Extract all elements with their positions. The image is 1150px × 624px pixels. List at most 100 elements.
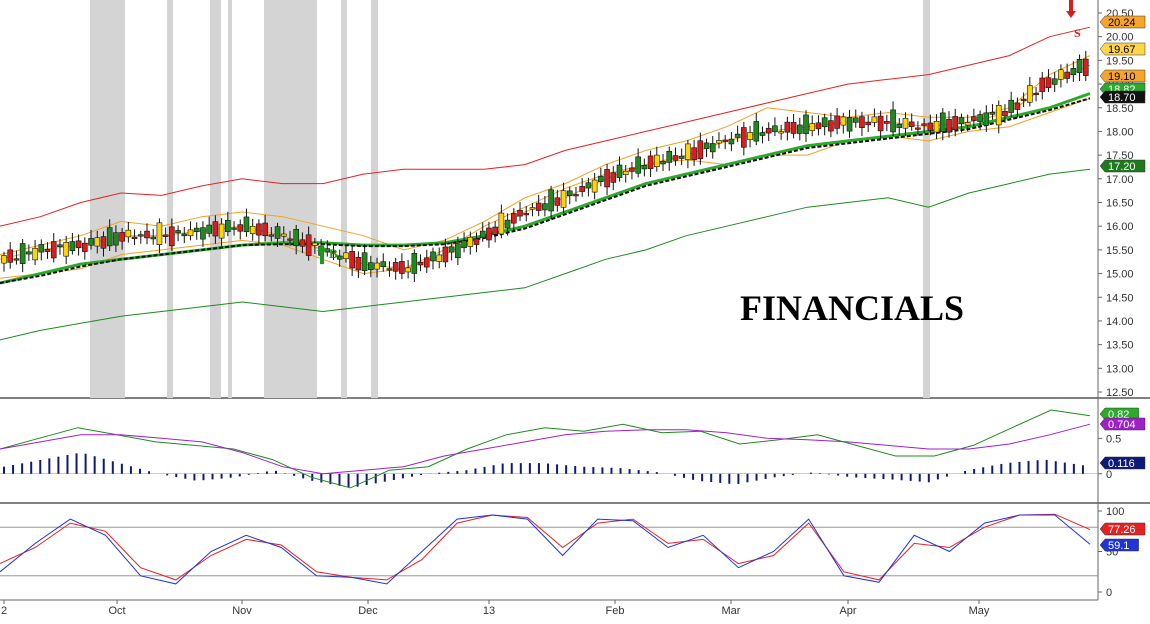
candle-body	[517, 210, 523, 217]
candle-body	[237, 224, 244, 232]
candle-body	[678, 155, 685, 159]
x-tick-label: 13	[483, 605, 495, 617]
y-tick-label: 17.50	[1106, 150, 1134, 162]
candle-body	[828, 120, 834, 132]
y-tick-label: 14.00	[1106, 316, 1134, 328]
candle-body	[193, 227, 200, 232]
candle-body	[660, 160, 666, 165]
candle-body	[622, 170, 629, 175]
price-tag	[1099, 42, 1146, 56]
y-tick-label: 14.50	[1106, 292, 1134, 304]
price-tag-label: 17.20	[1108, 161, 1136, 173]
candle-body	[666, 150, 673, 163]
price-tag	[1099, 69, 1146, 83]
candle-body	[915, 127, 921, 130]
candle-body	[448, 246, 455, 253]
shaded-period	[167, 0, 173, 398]
candle-body	[187, 229, 194, 237]
candle-body	[380, 261, 387, 268]
candle-body	[784, 121, 791, 133]
candle-body	[455, 243, 461, 259]
candle-body	[703, 142, 710, 149]
macd-tag-label: 0.116	[1108, 458, 1135, 470]
candle-body	[137, 234, 144, 237]
stochastic-tag	[1099, 538, 1139, 552]
candle-body	[206, 224, 212, 234]
shaded-period	[371, 0, 378, 398]
price-tag	[1099, 15, 1146, 29]
candle-body	[1051, 78, 1058, 85]
candle-body	[747, 132, 753, 141]
candle-body	[566, 190, 573, 197]
candle-body	[971, 116, 977, 121]
sell-arrow-icon	[1066, 0, 1076, 18]
candle-body	[772, 125, 778, 133]
candle-body	[94, 237, 101, 247]
price-tag-label: 20.24	[1108, 17, 1136, 29]
candle-body	[32, 247, 38, 261]
candle-body	[169, 226, 175, 247]
candle-body	[131, 236, 138, 239]
candle-body	[26, 251, 32, 255]
candle-body	[50, 241, 57, 259]
candle-body	[852, 117, 859, 123]
long-average-line	[0, 168, 1091, 341]
candle-body	[1076, 58, 1083, 73]
candle-body	[13, 258, 20, 261]
candle-body	[274, 226, 281, 239]
candle-body	[927, 122, 934, 131]
candle-body	[672, 155, 679, 161]
x-tick-label: May	[969, 605, 990, 617]
candle-body	[734, 133, 741, 138]
candle-body	[1033, 92, 1039, 96]
candle-body	[964, 122, 971, 126]
candle-body	[106, 227, 113, 247]
candle-body	[753, 121, 760, 142]
candle-body	[150, 236, 157, 240]
y-tick-label: 20.00	[1106, 32, 1134, 44]
candle-body	[399, 261, 405, 274]
candle-body	[312, 242, 318, 246]
sell-marker-label: S	[1074, 26, 1081, 40]
candle-body	[44, 248, 51, 252]
candle-body	[293, 229, 300, 247]
candle-body	[1027, 85, 1033, 103]
candle-body	[585, 182, 592, 189]
candle-body	[685, 143, 691, 160]
candle-body	[343, 252, 349, 259]
candle-body	[368, 262, 374, 271]
candle-body	[1064, 71, 1070, 79]
candle-body	[405, 267, 411, 273]
candle-body	[181, 233, 188, 237]
candle-body	[386, 268, 393, 271]
candle-body	[946, 119, 952, 133]
candle-body	[349, 250, 355, 269]
y-tick-label: 15.00	[1106, 269, 1134, 281]
shaded-period	[264, 0, 317, 398]
candle-body	[249, 225, 256, 235]
candle-body	[877, 115, 884, 132]
candle-body	[554, 197, 561, 206]
y-tick-label: 16.50	[1106, 198, 1134, 210]
candle-body	[529, 207, 536, 210]
signal-line	[0, 423, 1091, 475]
candle-body	[778, 131, 784, 134]
candle-body	[1045, 77, 1052, 89]
macd-tag-label: 0.704	[1108, 419, 1136, 431]
buy-marker-label: B	[329, 246, 338, 261]
candle-body	[1008, 99, 1014, 113]
candle-body	[977, 114, 983, 122]
candle-body	[871, 116, 878, 123]
candle-body	[834, 115, 840, 129]
candle-body	[629, 167, 635, 172]
candle-body	[653, 154, 660, 168]
y-tick-label: 16.00	[1106, 221, 1134, 233]
candle-body	[231, 227, 237, 230]
candle-body	[479, 230, 486, 239]
candle-body	[1058, 69, 1064, 80]
candle-body	[610, 172, 617, 183]
shaded-period	[923, 0, 930, 398]
x-tick-label: Dec	[358, 605, 378, 617]
candle-body	[908, 121, 915, 127]
candle-body	[709, 143, 716, 153]
